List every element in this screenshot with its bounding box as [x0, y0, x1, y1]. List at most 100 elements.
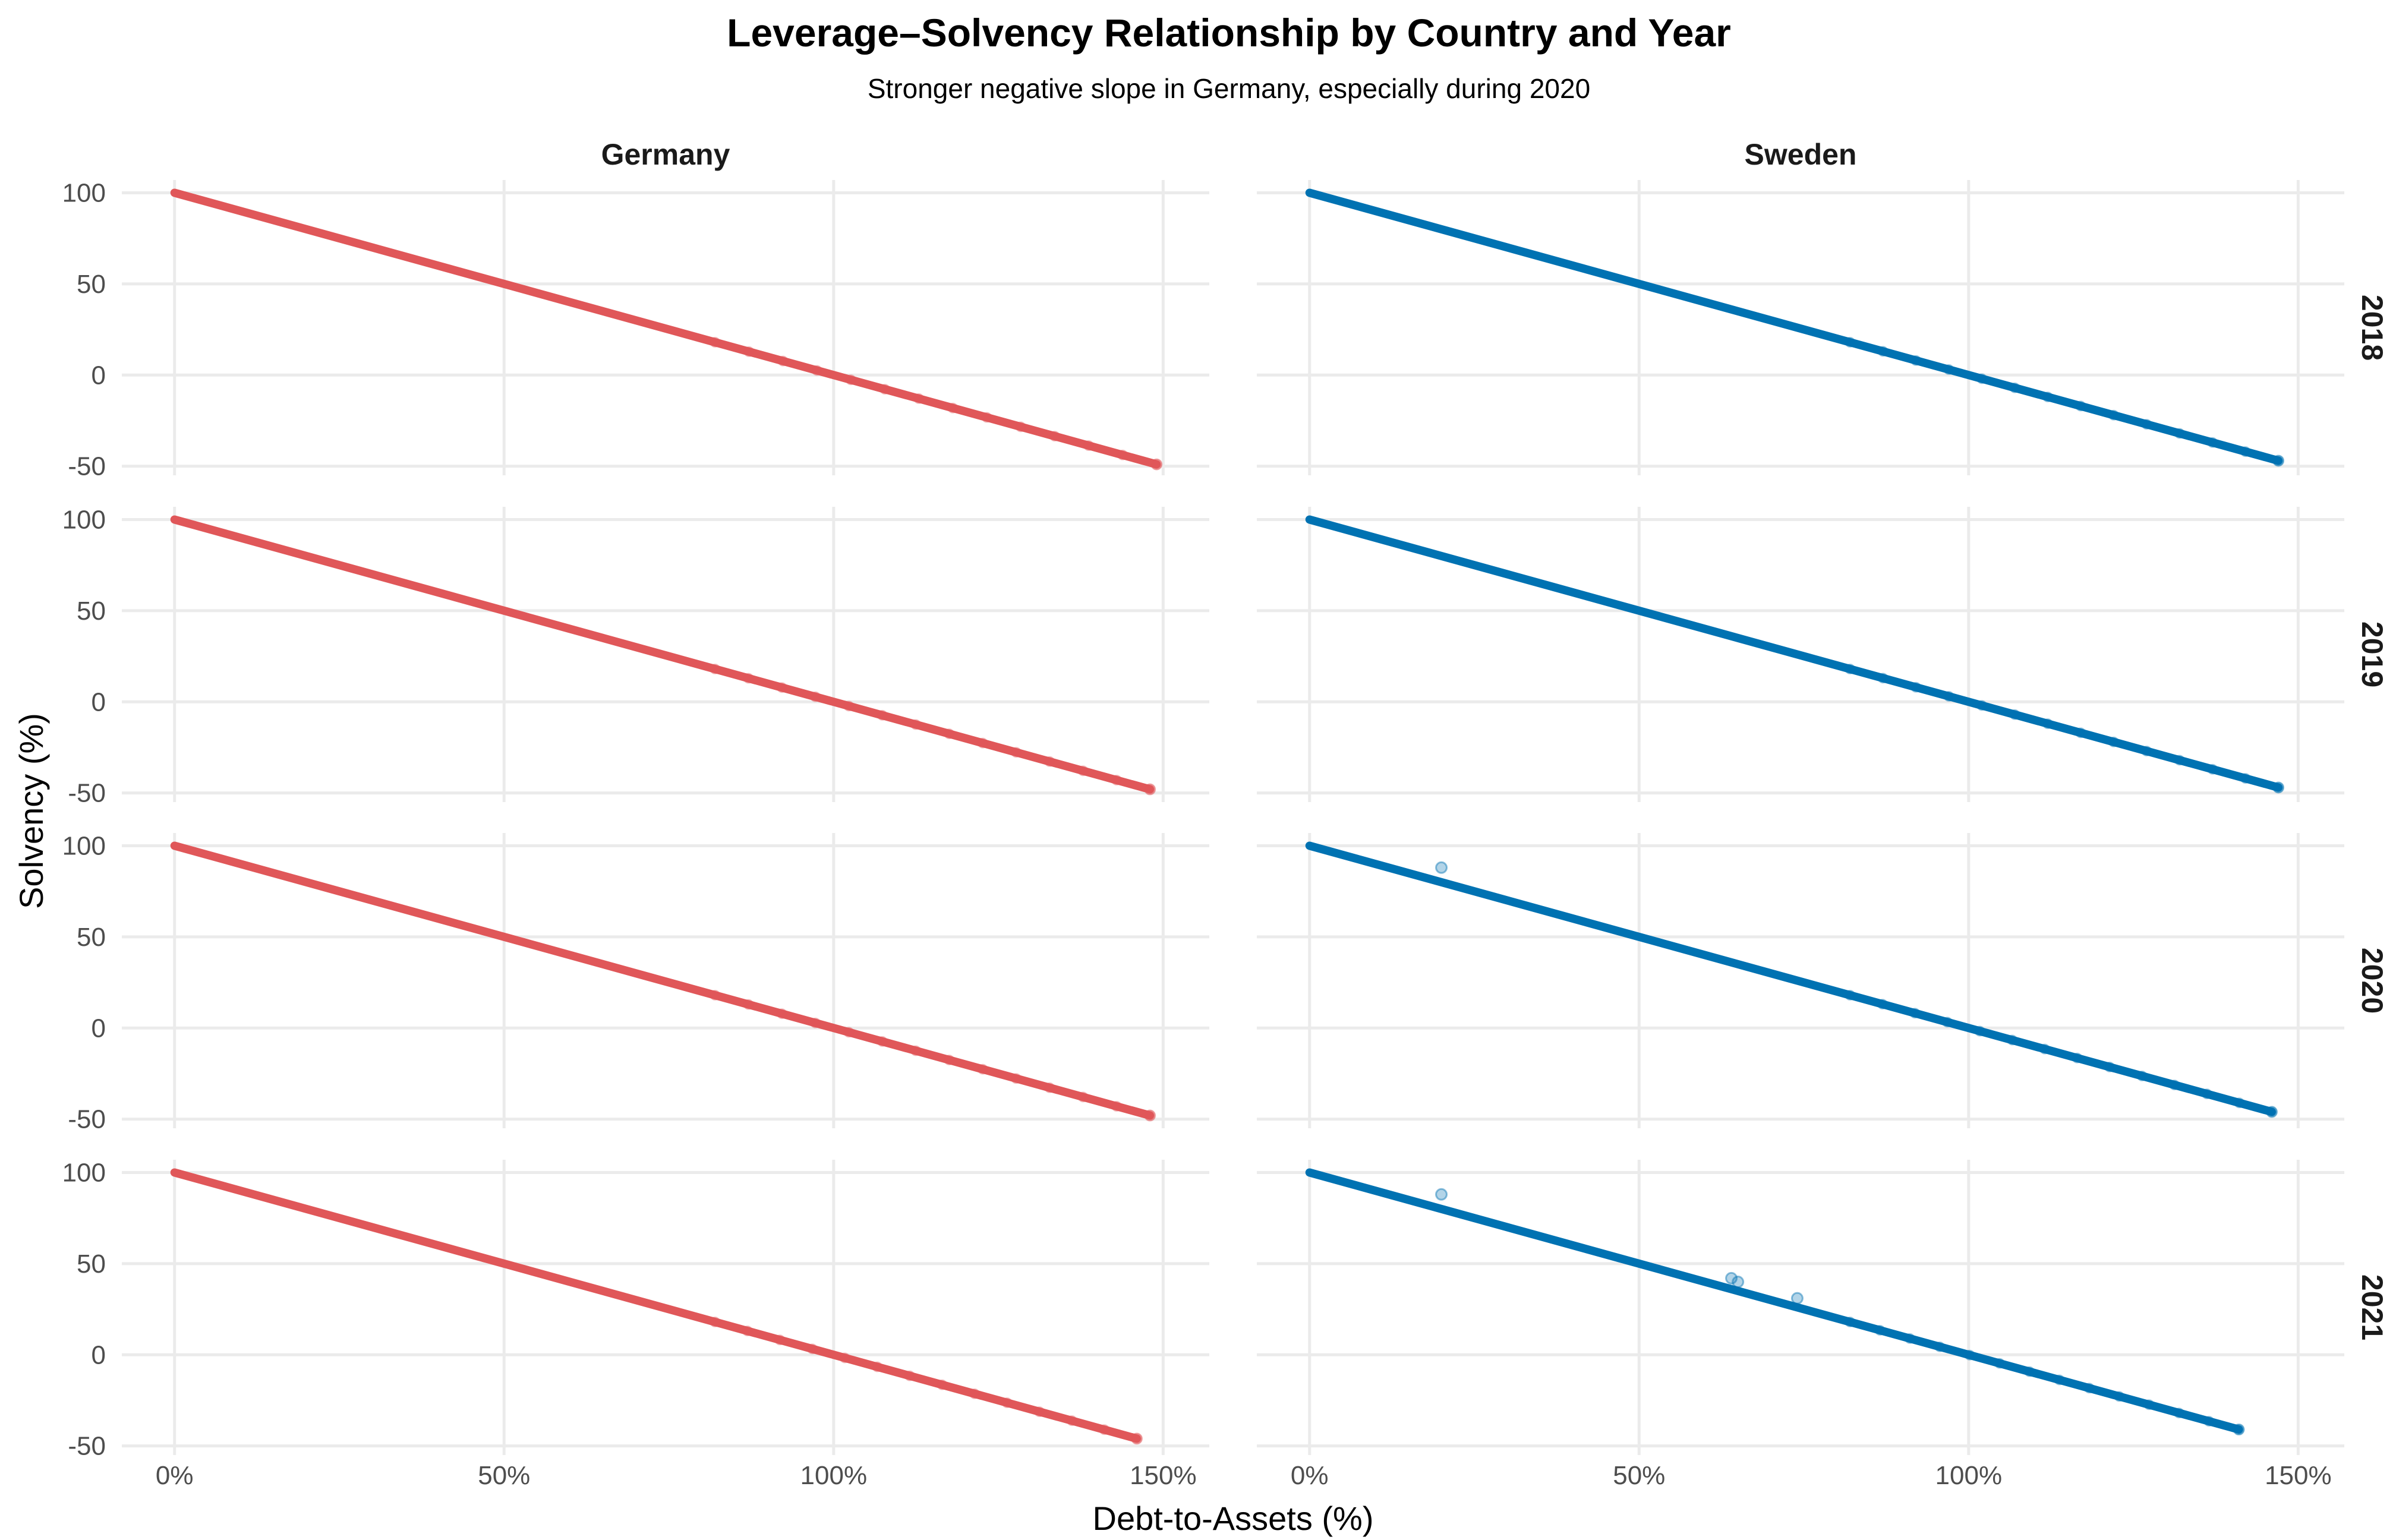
data-point: [977, 1064, 988, 1075]
data-point: [743, 673, 754, 684]
data-point: [2169, 1080, 2180, 1091]
data-point: [777, 355, 789, 367]
data-point: [910, 1045, 922, 1056]
data-point: [2009, 709, 2020, 720]
y-tick-label: 0: [92, 1014, 106, 1043]
data-point: [2266, 1106, 2278, 1118]
data-point: [1974, 1025, 1985, 1037]
outlier-point: [1725, 1271, 1738, 1285]
data-point: [1044, 756, 1055, 767]
data-point: [1015, 421, 1026, 433]
facet-header-germany: Germany: [601, 138, 730, 171]
data-point: [1144, 1109, 1156, 1122]
data-point: [947, 402, 959, 414]
point-cloud-trend: [1305, 1168, 2243, 1434]
data-point: [944, 728, 955, 740]
data-point: [910, 719, 922, 730]
point-cloud-trend: [1305, 841, 2276, 1116]
data-point: [2108, 409, 2119, 421]
y-tick-label: -50: [68, 1432, 106, 1461]
data-point: [1150, 458, 1163, 471]
data-point: [2266, 1106, 2277, 1118]
data-point: [1077, 1091, 1089, 1103]
data-point: [879, 384, 890, 395]
data-point: [2039, 1043, 2050, 1055]
data-point: [710, 664, 721, 675]
data-point: [2024, 1366, 2035, 1377]
data-point: [1044, 1082, 1055, 1093]
data-point: [845, 374, 856, 386]
data-point: [843, 700, 855, 712]
data-point: [2234, 1097, 2245, 1109]
chart-subtitle: Stronger negative slope in Germany, espe…: [868, 73, 1590, 104]
y-tick-label: 0: [92, 1340, 106, 1369]
y-tick-label: 100: [62, 178, 106, 207]
data-point: [1144, 783, 1156, 796]
data-point: [1976, 373, 1987, 384]
data-point: [2108, 736, 2119, 747]
data-point: [743, 999, 754, 1010]
y-tick-label: -50: [68, 779, 106, 808]
data-point: [1034, 1406, 1045, 1418]
x-tick-label: 150%: [1130, 1461, 1197, 1490]
data-point: [2136, 1070, 2148, 1081]
point-cloud-trend: [1305, 188, 2283, 465]
data-point: [1941, 1017, 1953, 1028]
data-point: [1145, 1110, 1156, 1121]
y-tick-label: 50: [77, 923, 106, 952]
data-point: [1111, 1100, 1122, 1112]
data-point: [1845, 1317, 1856, 1328]
data-point: [1943, 691, 1954, 702]
data-point: [1117, 449, 1128, 460]
data-point: [877, 709, 888, 721]
facet-header-sweden: Sweden: [1745, 138, 1857, 171]
y-tick-label: 50: [77, 597, 106, 626]
point-cloud-trend: [1305, 515, 2283, 792]
data-point: [977, 737, 988, 749]
chart-title: Leverage–Solvency Relationship by Countr…: [727, 11, 1731, 55]
data-point: [2272, 781, 2285, 794]
data-point: [1145, 784, 1156, 795]
data-point: [1911, 681, 1922, 693]
data-point: [2054, 1374, 2065, 1386]
facet-row-label-2018: 2018: [2356, 295, 2389, 361]
panel-germany-2018: [122, 180, 1209, 475]
data-point: [1845, 664, 1856, 675]
data-point: [2075, 400, 2086, 412]
data-point: [1909, 1008, 1921, 1019]
facet-row-label-2019: 2019: [2356, 621, 2389, 687]
data-point: [774, 1334, 786, 1346]
data-point: [839, 1352, 850, 1364]
data-point: [1010, 747, 1022, 758]
data-point: [1911, 355, 1922, 366]
panel-sweden-2020: [1257, 833, 2344, 1128]
data-point: [2141, 746, 2152, 757]
data-point: [743, 346, 755, 357]
data-point: [872, 1361, 883, 1372]
panel-germany-2019: [122, 507, 1209, 802]
data-point: [2207, 437, 2218, 448]
data-point: [1049, 431, 1060, 442]
data-point: [1943, 364, 1954, 375]
data-point: [1151, 459, 1162, 470]
data-point: [877, 1036, 888, 1047]
y-tick-label: 100: [62, 831, 106, 860]
data-point: [2207, 763, 2218, 775]
data-point: [2233, 1424, 2244, 1435]
data-point: [1994, 1358, 2005, 1369]
data-point: [1010, 1073, 1022, 1084]
data-point: [1131, 1432, 1143, 1445]
data-point: [1964, 1349, 1975, 1361]
data-point: [2173, 1408, 2184, 1419]
data-point: [811, 365, 822, 376]
data-point: [1066, 1415, 1077, 1427]
y-tick-label: 100: [62, 1158, 106, 1187]
data-point: [843, 1027, 855, 1038]
y-tick-label: -50: [68, 452, 106, 481]
data-point: [2072, 1052, 2083, 1064]
panel-sweden-2021: [1257, 1160, 2344, 1455]
data-point: [710, 1317, 721, 1328]
y-tick-label: 50: [77, 270, 106, 299]
data-point: [2240, 446, 2251, 457]
